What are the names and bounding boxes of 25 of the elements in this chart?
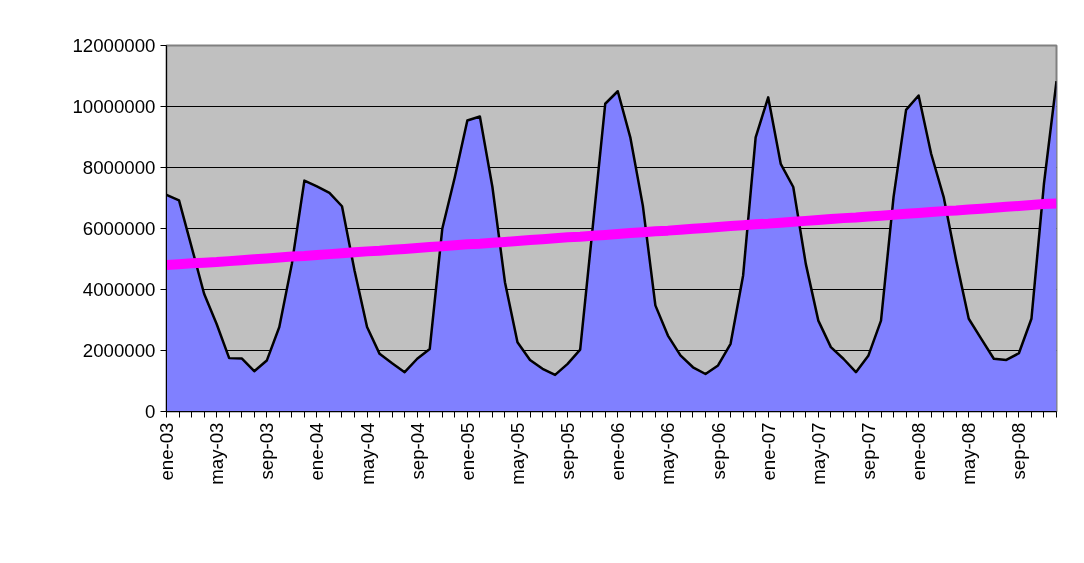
x-tick-label: ene-05 [456, 422, 478, 481]
x-tick-label: sep-04 [406, 422, 428, 480]
y-tick-label: 12000000 [72, 35, 156, 56]
x-tick-label: sep-03 [256, 422, 278, 480]
x-tick-label: sep-06 [707, 422, 729, 480]
x-tick-label: ene-04 [306, 422, 328, 481]
x-tick-label: ene-03 [156, 422, 177, 481]
x-tick-label: may-05 [506, 422, 528, 485]
x-tick-label: sep-05 [557, 422, 579, 480]
y-tick-label: 2000000 [82, 340, 156, 361]
x-tick-label: may-07 [807, 422, 829, 485]
y-tick-label: 6000000 [82, 218, 156, 239]
x-tick-label: may-08 [958, 422, 980, 485]
x-tick-label: may-03 [206, 422, 228, 485]
x-tick-label: sep-08 [1008, 422, 1030, 480]
y-tick-label: 4000000 [82, 279, 156, 300]
x-tick-label: sep-07 [857, 422, 879, 480]
y-tick-label: 10000000 [72, 96, 156, 117]
x-tick-label: ene-06 [607, 422, 629, 481]
y-tick-label: 0 [145, 401, 156, 422]
y-tick-label: 8000000 [82, 157, 156, 178]
x-tick-label: may-04 [356, 422, 378, 485]
x-tick-label: ene-07 [757, 422, 779, 481]
x-tick-label: ene-08 [908, 422, 930, 481]
x-tick-label: may-06 [657, 422, 679, 485]
